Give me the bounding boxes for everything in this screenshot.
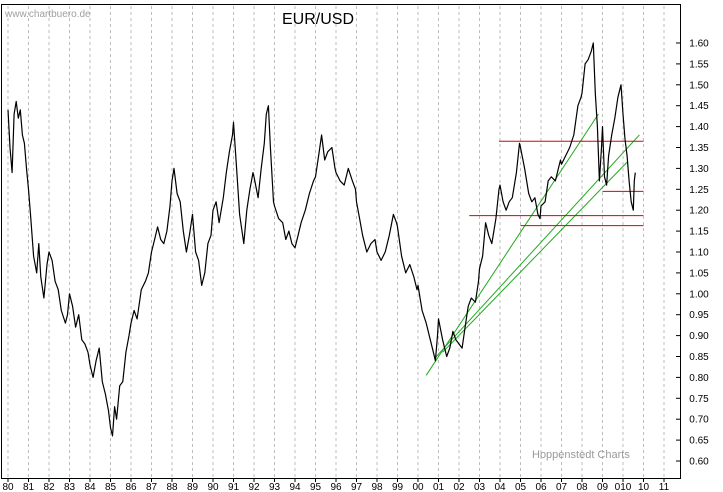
y-tick-label: 1.35 <box>689 143 709 154</box>
x-tick-label: 06 <box>535 482 547 492</box>
y-tick-label: 0.85 <box>689 352 709 363</box>
support-trendline <box>434 134 640 359</box>
x-tick-label: 00 <box>412 482 424 492</box>
x-tick-label: 87 <box>146 482 158 492</box>
x-tick-label: 94 <box>289 482 301 492</box>
x-tick-label: 92 <box>248 482 260 492</box>
y-tick-label: 0.90 <box>689 331 709 342</box>
x-tick-label: 02 <box>453 482 465 492</box>
y-tick-label: 1.50 <box>689 80 709 91</box>
chart-title: EUR/USD <box>282 11 354 28</box>
eur-usd-price-line <box>7 42 636 437</box>
x-tick-label: 82 <box>43 482 55 492</box>
watermark-text: www.chartbuero.de <box>4 9 91 20</box>
x-tick-label: 07 <box>556 482 568 492</box>
x-tick-label: 01 <box>433 482 445 492</box>
y-tick-label: 1.45 <box>689 101 709 112</box>
grid-layer <box>7 6 665 478</box>
x-tick-label: 98 <box>371 482 383 492</box>
x-tick-label: 88 <box>166 482 178 492</box>
y-tick-label: 1.05 <box>689 268 709 279</box>
axis-layer: 80 81 82 83 84 85 86 87 88 89 90 91 92 93 94 95 96 97 98 99… <box>2 39 709 492</box>
x-tick-label: 010 <box>615 482 632 492</box>
x-tick-label: 85 <box>105 482 117 492</box>
support-trendline <box>442 161 628 353</box>
reference-lines <box>425 113 644 376</box>
x-tick-label: 09 <box>597 482 609 492</box>
x-tick-label: 04 <box>494 482 506 492</box>
x-tick-label: 89 <box>187 482 199 492</box>
y-tick-label: 0.70 <box>689 415 709 426</box>
x-tick-label: 97 <box>351 482 363 492</box>
x-tick-label: 93 <box>269 482 281 492</box>
x-tick-label: 08 <box>576 482 588 492</box>
y-tick-label: 0.95 <box>689 310 709 321</box>
x-tick-label: 95 <box>310 482 322 492</box>
y-tick-label: 1.60 <box>689 39 709 50</box>
y-tick-label: 1.10 <box>689 248 709 259</box>
plot-area-border <box>1 4 681 479</box>
y-tick-label: 1.55 <box>689 59 709 70</box>
x-tick-label: 83 <box>64 482 76 492</box>
x-tick-label: 11 <box>659 482 670 492</box>
x-tick-label: 80 <box>2 482 14 492</box>
x-tick-label: 86 <box>125 482 137 492</box>
x-tick-label: 90 <box>207 482 219 492</box>
y-tick-label: 1.40 <box>689 122 709 133</box>
x-tick-label: 99 <box>392 482 404 492</box>
y-tick-label: 0.60 <box>689 457 709 468</box>
x-tick-label: 03 <box>474 482 486 492</box>
x-tick-label: 81 <box>23 482 35 492</box>
support-trendline <box>425 113 599 376</box>
y-tick-label: 0.75 <box>689 394 709 405</box>
y-tick-label: 0.80 <box>689 373 709 384</box>
y-tick-label: 1.25 <box>689 185 709 196</box>
x-tick-label: 96 <box>330 482 342 492</box>
series-layer <box>7 42 636 437</box>
y-tick-label: 1.30 <box>689 164 709 175</box>
credit-text: Hoppenstedt Charts <box>532 449 630 461</box>
y-tick-label: 0.65 <box>689 436 709 447</box>
x-tick-label: 91 <box>228 482 240 492</box>
y-tick-label: 1.15 <box>689 227 709 238</box>
y-tick-label: 1.00 <box>689 289 709 300</box>
y-tick-label: 1.20 <box>689 206 709 217</box>
x-tick-label: 05 <box>515 482 527 492</box>
x-tick-label: 84 <box>84 482 96 492</box>
x-tick-label: 10 <box>638 482 650 492</box>
